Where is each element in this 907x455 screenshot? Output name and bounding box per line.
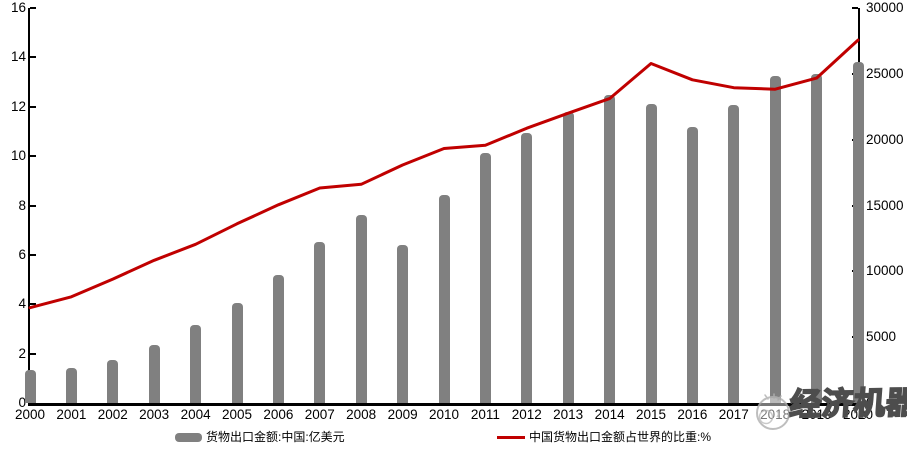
y-axis-label-right: 5000 [866,329,897,345]
y-axis-label-left: 14 [10,49,26,65]
left-axis-tick [30,105,36,108]
x-axis-label: 2001 [56,407,87,422]
x-axis-label: 2016 [677,407,708,422]
left-axis-tick [30,56,36,59]
bar [65,367,77,403]
y-axis-label-left: 8 [18,197,26,213]
bar [314,242,326,403]
x-axis-label: 2015 [635,407,667,422]
x-axis-label: 2007 [304,407,335,422]
y-axis-label-right: 20000 [866,131,904,147]
bar [107,360,119,403]
y-axis-label-right: 0 [866,395,874,410]
y-axis-label-left: 0 [18,395,26,410]
y-axis-label-left: 10 [10,148,26,164]
x-axis-label: 2002 [97,407,128,422]
left-axis-tick [30,253,36,256]
bar [479,153,491,403]
bar [24,370,36,403]
left-axis-tick [30,155,36,158]
y-axis-label-right: 30000 [866,0,904,15]
legend-item-line: 中国货物出口金额占世界的比重:% [497,430,711,445]
left-axis-tick [30,402,36,404]
x-axis-label: 2018 [760,407,791,422]
bar [811,73,823,403]
bar [686,126,698,403]
plot-area [24,7,864,406]
x-axis-label: 2003 [139,407,170,422]
y-axis-label-left: 4 [18,296,26,312]
bar [438,195,450,403]
legend-line-label: 中国货物出口金额占世界的比重:% [529,430,712,444]
share-line [28,38,860,310]
x-axis-label: 2008 [346,407,377,422]
bar [562,112,574,403]
y-axis-label-right: 15000 [866,197,904,213]
bar [355,214,367,403]
share-line-svg [28,38,860,310]
x-axis-label: 2020 [842,407,874,422]
bar [231,302,243,403]
y-axis-label-left: 6 [18,246,26,262]
bar [521,133,533,403]
x-axis-label: 2014 [594,407,625,422]
legend-item-bar: 货物出口金额:中国:亿美元 [175,430,345,445]
x-axis-label: 2019 [801,407,832,422]
line-swatch-icon [497,436,525,439]
bar [397,244,409,403]
left-axis-tick [30,303,36,306]
x-axis-line [28,403,860,406]
y-axis-label-left: 16 [10,0,26,15]
x-axis-label: 2006 [263,407,294,422]
x-axis-label: 2013 [553,407,584,422]
bar [852,61,864,403]
x-axis-label: 2000 [14,407,46,422]
x-axis-label: 2017 [718,407,749,422]
y-axis-label-left: 2 [18,345,26,361]
right-axis-tick [852,402,858,404]
x-axis-label: 2010 [428,407,460,422]
x-axis-label: 2011 [470,407,500,422]
x-axis-label: 2009 [387,407,418,422]
right-axis-tick [852,7,858,9]
bar [272,275,284,403]
left-axis-tick [30,7,36,9]
bar [190,324,202,403]
bar [769,75,781,403]
legend-bar-label: 货物出口金额:中国:亿美元 [206,430,345,444]
y-axis-label-right: 10000 [866,263,904,279]
x-axis-label: 2005 [221,407,253,422]
bar [148,345,160,403]
bar [604,94,616,403]
x-axis-label: 2012 [511,407,542,422]
y-axis-label-right: 25000 [866,65,904,81]
y-axis-label-left: 12 [10,98,26,114]
left-axis-tick [30,352,36,355]
left-axis-tick [30,204,36,207]
bar-swatch-icon [175,433,202,442]
x-axis-label: 2004 [180,407,211,422]
bar [645,103,657,403]
left-axis-line [28,8,30,403]
bar [728,105,740,403]
